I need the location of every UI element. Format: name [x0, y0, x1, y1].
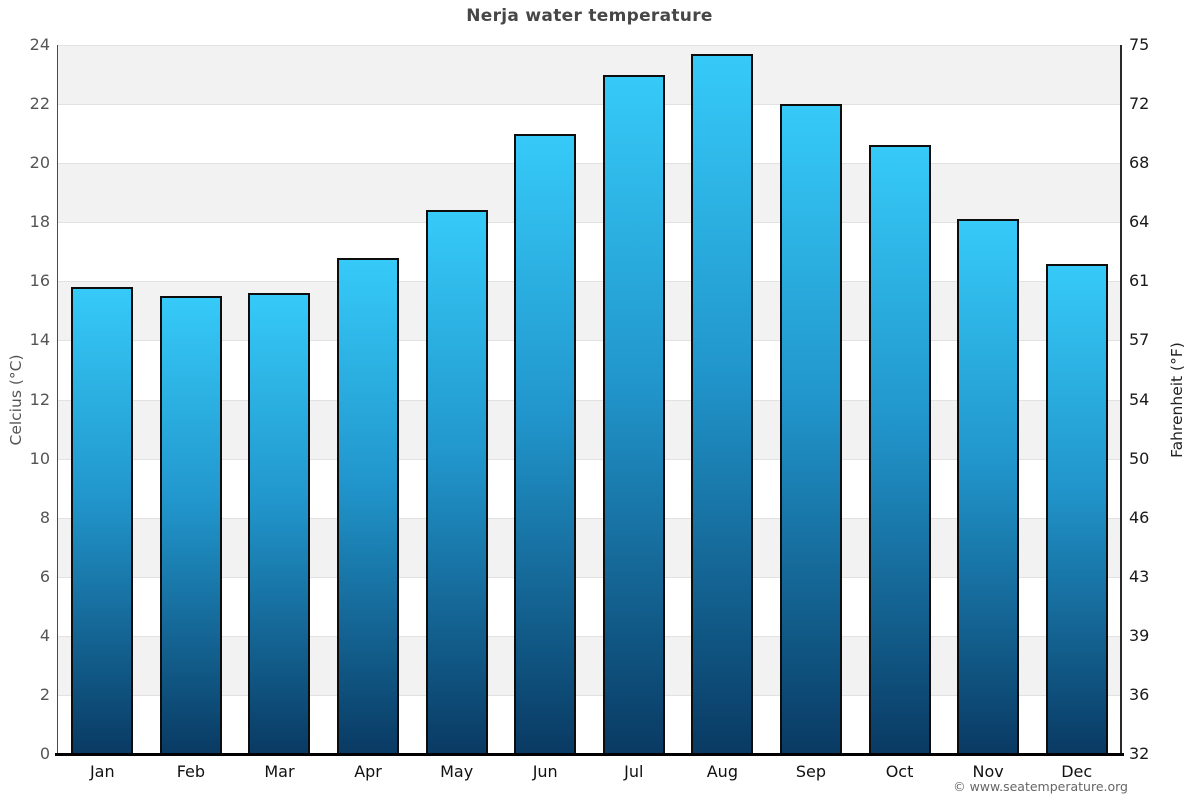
fahrenheit-tick-68: 68 — [1129, 153, 1150, 173]
fahrenheit-tick-46: 46 — [1129, 507, 1150, 527]
gridline — [58, 163, 1121, 165]
fahrenheit-tick-36: 36 — [1129, 684, 1150, 704]
bar-nov — [957, 219, 1020, 754]
celsius-tick-4: 4 — [39, 625, 50, 645]
background-band — [58, 104, 1121, 164]
background-band — [58, 576, 1121, 636]
gridline — [58, 694, 1121, 696]
background-band — [58, 340, 1121, 400]
celsius-tick-6: 6 — [39, 566, 50, 586]
fahrenheit-tick-61: 61 — [1129, 271, 1150, 291]
x-tick-aug: Aug — [706, 762, 738, 781]
gridline — [58, 281, 1121, 283]
gridline — [58, 340, 1121, 342]
x-tick-nov: Nov — [972, 762, 1004, 781]
gridline — [58, 458, 1121, 460]
background-band — [58, 458, 1121, 518]
fahrenheit-tick-64: 64 — [1129, 212, 1150, 232]
x-tick-oct: Oct — [885, 762, 914, 781]
bar-sep — [779, 104, 842, 754]
bar-feb — [159, 296, 222, 754]
gridline — [58, 222, 1121, 224]
fahrenheit-tick-50: 50 — [1129, 448, 1150, 468]
bar-oct — [868, 145, 931, 754]
background-band — [58, 517, 1121, 577]
plot-area — [58, 45, 1121, 754]
x-tick-mar: Mar — [264, 762, 295, 781]
celsius-tick-8: 8 — [39, 507, 50, 527]
bar-jan — [71, 287, 134, 754]
bar-aug — [691, 53, 754, 754]
celsius-tick-12: 12 — [29, 389, 50, 409]
celsius-tick-22: 22 — [29, 94, 50, 114]
x-tick-apr: Apr — [354, 762, 382, 781]
background-band — [58, 163, 1121, 223]
right-axis-line — [1119, 45, 1122, 754]
fahrenheit-tick-43: 43 — [1129, 566, 1150, 586]
bar-mar — [248, 293, 311, 754]
background-band — [58, 45, 1121, 105]
x-tick-sep: Sep — [795, 762, 827, 781]
x-tick-feb: Feb — [176, 762, 206, 781]
x-tick-jun: Jun — [532, 762, 558, 781]
celsius-tick-20: 20 — [29, 153, 50, 173]
gridline — [58, 399, 1121, 401]
fahrenheit-tick-39: 39 — [1129, 625, 1150, 645]
background-band — [58, 694, 1121, 754]
celsius-tick-0: 0 — [39, 744, 50, 763]
gridline — [58, 576, 1121, 578]
fahrenheit-tick-54: 54 — [1129, 389, 1150, 409]
fahrenheit-tick-32: 32 — [1129, 744, 1150, 763]
x-tick-dec: Dec — [1061, 762, 1093, 781]
fahrenheit-tick-75: 75 — [1129, 35, 1150, 54]
celsius-tick-2: 2 — [39, 684, 50, 704]
gridline — [58, 517, 1121, 519]
fahrenheit-tick-57: 57 — [1129, 330, 1150, 350]
x-tick-may: May — [440, 762, 474, 781]
gridline — [58, 45, 1121, 46]
celsius-tick-14: 14 — [29, 330, 50, 350]
celsius-tick-24: 24 — [29, 35, 50, 54]
fahrenheit-tick-72: 72 — [1129, 94, 1150, 114]
x-tick-jul: Jul — [624, 762, 644, 781]
background-band — [58, 635, 1121, 695]
bar-jun — [514, 133, 577, 754]
gridline — [58, 635, 1121, 637]
celsius-tick-10: 10 — [29, 448, 50, 468]
bar-jul — [602, 74, 665, 754]
watermark-attribution: © www.seatemperature.org — [953, 779, 1128, 794]
background-band — [58, 281, 1121, 341]
background-band — [58, 222, 1121, 282]
bar-dec — [1045, 263, 1108, 754]
background-band — [58, 399, 1121, 459]
celsius-tick-18: 18 — [29, 212, 50, 232]
bar-may — [425, 210, 488, 754]
x-axis-line — [55, 753, 1124, 756]
x-tick-jan: Jan — [89, 762, 115, 781]
bar-apr — [337, 257, 400, 754]
chart-title: Nerja water temperature — [466, 6, 713, 26]
left-axis-line — [56, 45, 58, 754]
celsius-tick-16: 16 — [29, 271, 50, 291]
gridline — [58, 104, 1121, 106]
